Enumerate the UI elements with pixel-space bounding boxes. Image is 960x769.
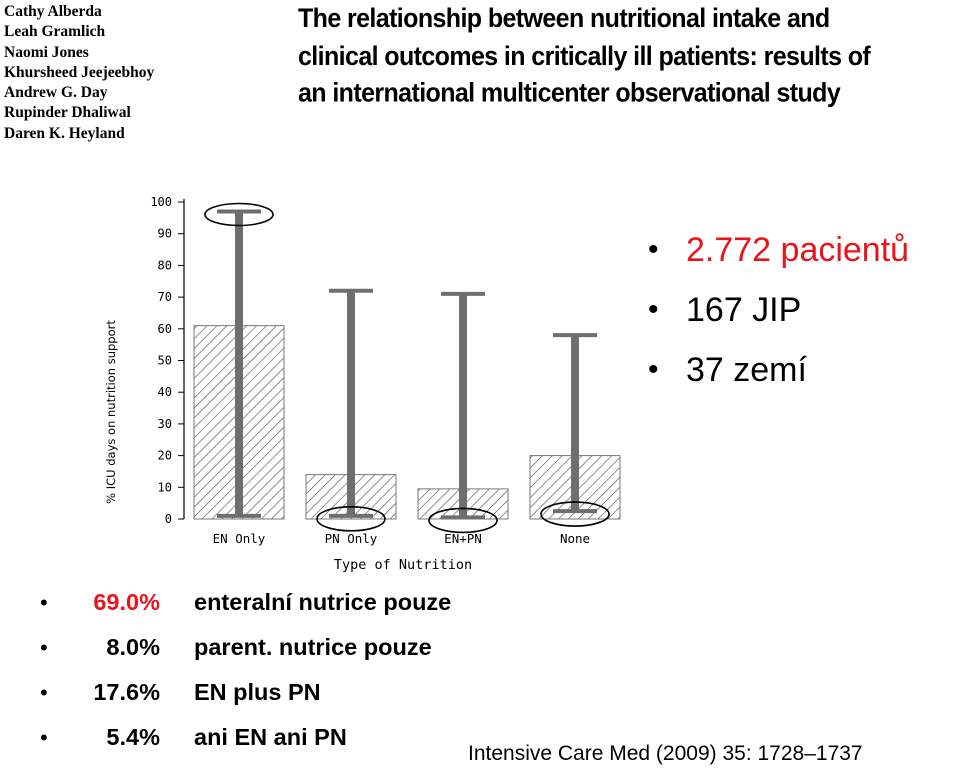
study-facts-list: 2.772 pacientů 167 JIP 37 zemí	[648, 220, 909, 400]
y-tick-label: 60	[158, 322, 172, 336]
paper-title: The relationship between nutritional int…	[298, 3, 871, 109]
fact-text: 2.772 pacientů	[686, 231, 910, 269]
x-tick-label: None	[560, 531, 590, 546]
y-tick-label: 90	[158, 227, 172, 241]
stat-description: EN plus PN	[194, 679, 321, 705]
x-tick-label: PN Only	[325, 531, 378, 546]
citation: Intensive Care Med (2009) 35: 1728–1737	[468, 742, 863, 765]
y-tick-label: 80	[158, 258, 172, 272]
highlight-ellipse	[540, 501, 610, 527]
y-tick-label: 40	[158, 385, 172, 399]
fact-text: 167 JIP	[686, 291, 802, 329]
x-axis-label: Type of Nutrition	[334, 557, 472, 573]
author-name: Naomi Jones	[4, 43, 89, 61]
highlight-ellipse	[204, 202, 274, 227]
y-tick-label: 100	[150, 195, 172, 209]
highlight-ellipse	[316, 506, 386, 532]
y-tick-label: 20	[158, 449, 172, 463]
stat-description: parent. nutrice pouze	[194, 634, 432, 660]
stat-percent: 8.0%	[106, 634, 160, 660]
y-tick-label: 10	[158, 480, 172, 494]
bar-chart: % ICU days on nutrition support Type of …	[104, 195, 621, 573]
stat-percent: 5.4%	[106, 724, 160, 750]
stat-description: enteralní nutrice pouze	[194, 589, 452, 615]
bullet-icon: •	[40, 680, 48, 705]
y-tick-label: 30	[158, 417, 172, 431]
y-tick-label: 70	[158, 290, 172, 304]
author-name: Khursheed Jeejeebhoy	[4, 63, 155, 81]
fact-item: 37 zemí	[648, 340, 909, 400]
stat-description: ani EN ani PN	[194, 724, 347, 750]
fact-item: 167 JIP	[648, 280, 909, 340]
y-axis-label: % ICU days on nutrition support	[104, 320, 118, 504]
bullet-icon: •	[40, 635, 48, 660]
author-name: Andrew G. Day	[4, 84, 108, 102]
stat-percent: 69.0%	[93, 589, 160, 615]
bullet-icon: •	[40, 725, 48, 750]
highlight-ellipse	[428, 507, 498, 534]
author-name: Cathy Alberda	[4, 3, 102, 20]
y-tick-label: 0	[165, 512, 172, 526]
fact-item: 2.772 pacientů	[648, 220, 909, 280]
y-tick-label: 50	[158, 354, 172, 368]
x-tick-label: EN Only	[213, 531, 266, 546]
author-name: Rupinder Dhaliwal	[4, 104, 131, 122]
author-name: Daren K. Heyland	[4, 124, 125, 142]
fact-text: 37 zemí	[686, 351, 807, 389]
bullet-icon: •	[40, 590, 48, 615]
stat-percent: 17.6%	[93, 679, 160, 705]
author-name: Leah Gramlich	[4, 23, 106, 41]
x-tick-label: EN+PN	[444, 531, 482, 546]
author-list: Cathy Alberda Leah Gramlich Naomi Jones …	[4, 2, 154, 144]
